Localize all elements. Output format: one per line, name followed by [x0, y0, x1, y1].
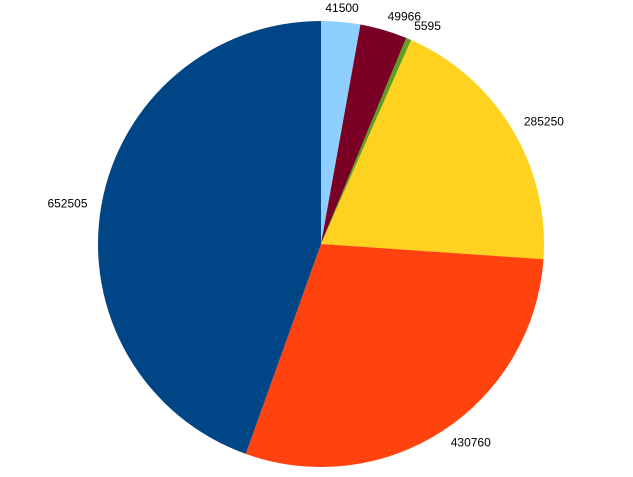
pie-slice-3: [321, 37, 412, 244]
pie-data-label-4: 285250: [524, 114, 564, 128]
pie-data-label-1: 41500: [325, 1, 359, 15]
pie-slice-6: [98, 21, 321, 454]
pie-slices: [98, 21, 545, 467]
pie-slice-1: [321, 21, 361, 244]
pie-data-label-3: 5595: [414, 19, 441, 33]
pie-slice-2: [321, 24, 407, 245]
pie-data-label-6: 652505: [47, 196, 87, 210]
pie-data-label-2: 49966: [388, 10, 422, 24]
pie-data-label-5: 430760: [451, 435, 491, 449]
pie-slice-5: [245, 244, 544, 467]
pie-slice-4: [321, 40, 545, 260]
